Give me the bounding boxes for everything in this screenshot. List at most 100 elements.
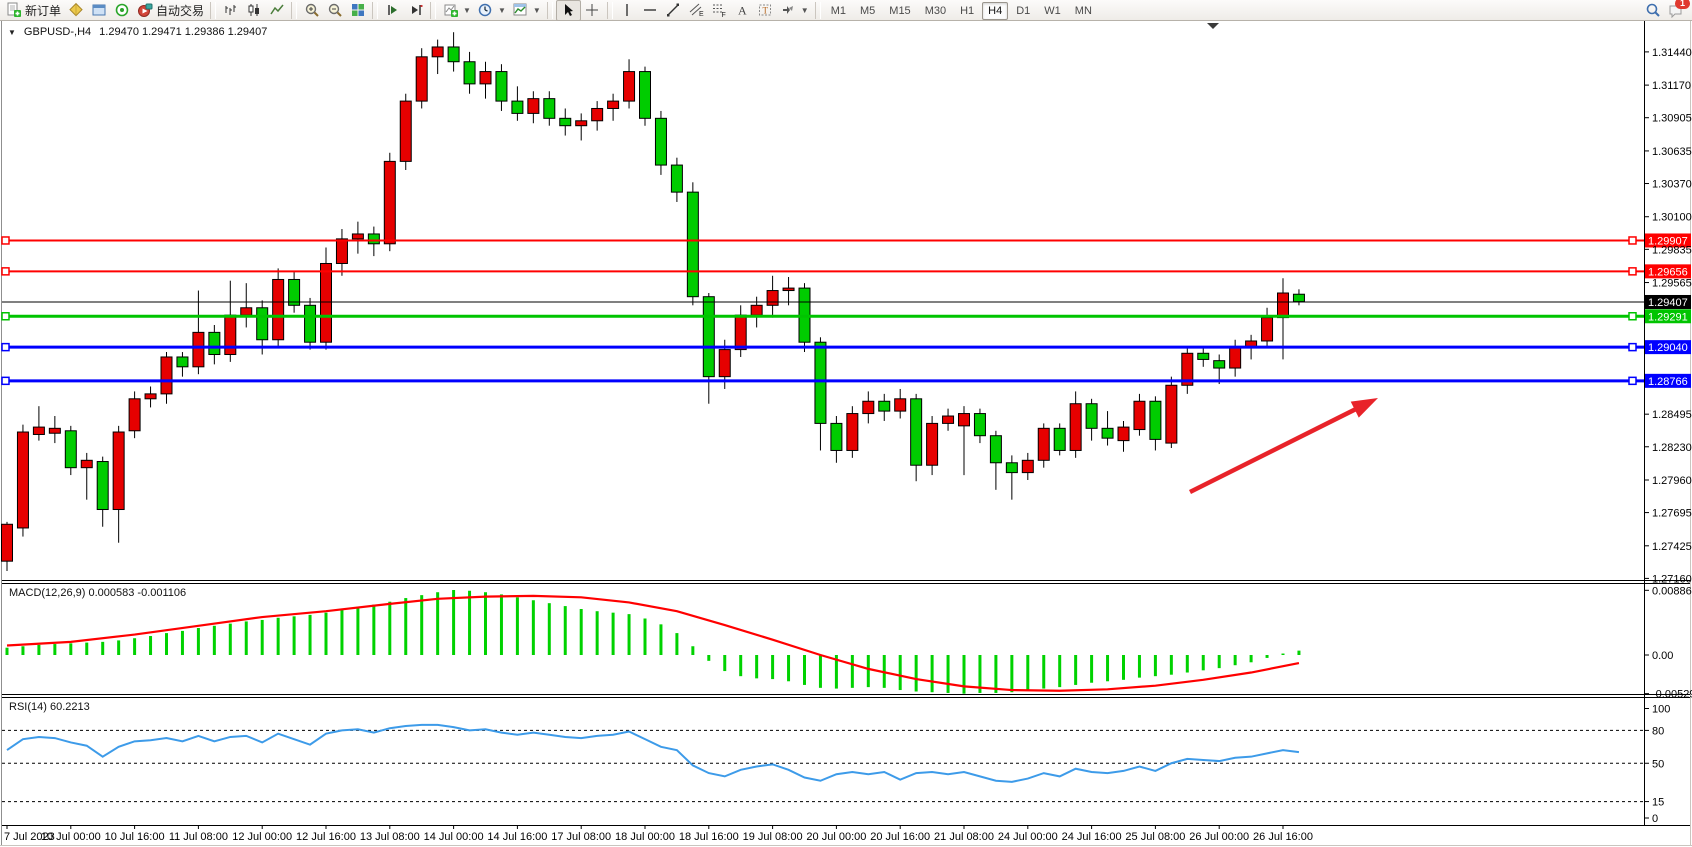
svg-text:1.28230: 1.28230 <box>1652 442 1692 454</box>
timeframe-button-H4[interactable]: H4 <box>982 2 1009 20</box>
timeframe-button-H1[interactable]: H1 <box>960 5 975 17</box>
text-icon: A <box>734 2 751 19</box>
periods-clock-icon <box>477 2 494 19</box>
toolbar-separator <box>430 1 437 19</box>
dropdown-caret-icon: ▼ <box>800 5 809 15</box>
svg-text:1.29040: 1.29040 <box>1648 342 1688 354</box>
cursor-tool-button[interactable] <box>555 0 581 21</box>
svg-text:80: 80 <box>1652 725 1664 737</box>
zoom-in-button[interactable] <box>300 1 323 20</box>
vertical-line-tool-button[interactable] <box>616 1 639 20</box>
autotrading-icon <box>136 2 153 19</box>
svg-text:1.29291: 1.29291 <box>1648 311 1688 323</box>
chart-shift-marker-icon[interactable] <box>1207 23 1219 29</box>
zoom-in-icon <box>303 2 320 19</box>
new-order-button[interactable]: 新订单 <box>2 1 64 20</box>
line-chart-button[interactable] <box>265 1 288 20</box>
svg-text:1.29656: 1.29656 <box>1648 266 1688 278</box>
svg-text:14 Jul 16:00: 14 Jul 16:00 <box>487 831 547 843</box>
svg-text:12 Jul 00:00: 12 Jul 00:00 <box>232 831 292 843</box>
line-chart-icon <box>268 2 285 19</box>
candlestick-chart-button[interactable] <box>242 1 265 20</box>
timeframe-button-D1[interactable]: D1 <box>1016 5 1031 17</box>
svg-text:1.31440: 1.31440 <box>1652 47 1692 59</box>
svg-text:0.00: 0.00 <box>1652 650 1673 662</box>
timeframe-button-M30[interactable]: M30 <box>924 5 947 17</box>
crosshair-tool-button[interactable] <box>581 1 604 20</box>
svg-text:1.27695: 1.27695 <box>1652 508 1692 520</box>
svg-text:20 Jul 00:00: 20 Jul 00:00 <box>806 831 866 843</box>
chart-area: 1.29907 1.29656 1.29407 1.29291 1.29040 1.287… <box>0 21 1692 847</box>
price-flag-1.29907 <box>1645 233 1691 248</box>
zoom-out-button[interactable] <box>323 1 346 20</box>
fibonacci-tool-button[interactable]: F <box>708 1 731 20</box>
autotrading-label: 自动交易 <box>156 3 205 18</box>
pane-borders <box>0 21 1692 846</box>
timeframe-button-W1[interactable]: W1 <box>1044 5 1061 17</box>
dropdown-caret-icon: ▼ <box>532 5 541 15</box>
autotrading-button[interactable]: 自动交易 <box>133 1 207 20</box>
crosshair-icon <box>584 2 601 19</box>
svg-text:1.30635: 1.30635 <box>1652 146 1692 158</box>
trendline-tool-button[interactable] <box>662 1 685 20</box>
rsi-pane <box>2 723 1644 803</box>
price-flag-1.29656 <box>1645 264 1691 279</box>
svg-text:17 Jul 08:00: 17 Jul 08:00 <box>551 831 611 843</box>
bar-chart-button[interactable] <box>219 1 242 20</box>
search-icon[interactable] <box>1644 2 1661 19</box>
add-indicator-button[interactable]: ▼ <box>439 1 474 20</box>
svg-text:15: 15 <box>1652 797 1664 809</box>
equidistant-channel-tool-button[interactable]: E <box>685 1 708 20</box>
candlestick-chart-icon <box>245 2 262 19</box>
svg-text:20 Jul 16:00: 20 Jul 16:00 <box>870 831 930 843</box>
svg-text:24 Jul 16:00: 24 Jul 16:00 <box>1062 831 1122 843</box>
chart-shift-icon <box>407 2 424 19</box>
auto-scroll-button[interactable] <box>381 1 404 20</box>
svg-text:10 Jul 16:00: 10 Jul 16:00 <box>105 831 165 843</box>
svg-text:100: 100 <box>1652 704 1670 716</box>
timeframe-button-M5[interactable]: M5 <box>860 5 876 17</box>
svg-text:1.28495: 1.28495 <box>1652 409 1692 421</box>
text-tool-button[interactable]: A <box>731 1 754 20</box>
equidistant-channel-icon: E <box>688 2 705 19</box>
tile-windows-button[interactable] <box>346 1 369 20</box>
macd-pane <box>5 590 1301 694</box>
notifications-chat-icon[interactable]: 1 <box>1667 0 1690 19</box>
market-watch-button[interactable] <box>64 1 87 20</box>
new-order-label: 新订单 <box>25 3 62 18</box>
svg-text:1.27425: 1.27425 <box>1652 541 1692 553</box>
svg-text:11 Jul 08:00: 11 Jul 08:00 <box>169 831 228 843</box>
market-watch-icon <box>67 2 84 19</box>
timeframe-button-M15[interactable]: M15 <box>889 5 911 17</box>
svg-text:26 Jul 00:00: 26 Jul 00:00 <box>1189 831 1249 843</box>
svg-text:24 Jul 00:00: 24 Jul 00:00 <box>998 831 1058 843</box>
timeframe-button-MN[interactable]: MN <box>1074 5 1092 17</box>
toolbar-separator <box>546 1 553 19</box>
svg-text:10 Jul 00:00: 10 Jul 00:00 <box>41 831 101 843</box>
templates-button[interactable]: ▼ <box>509 1 544 20</box>
arrows-tool-button[interactable]: ▼ <box>777 1 812 20</box>
timeframe-button-M1[interactable]: M1 <box>830 5 846 17</box>
chart-canvas[interactable]: 1.29907 1.29656 1.29407 1.29291 1.29040 1.287… <box>0 21 1692 847</box>
svg-text:26 Jul 16:00: 26 Jul 16:00 <box>1253 831 1313 843</box>
svg-text:1.29907: 1.29907 <box>1648 235 1688 247</box>
svg-text:1.30905: 1.30905 <box>1652 113 1692 125</box>
svg-text:1.28766: 1.28766 <box>1648 376 1688 388</box>
svg-text:0: 0 <box>1652 813 1658 825</box>
toolbar-separator <box>606 1 613 19</box>
data-window-button[interactable] <box>87 1 110 20</box>
horizontal-line-tool-button[interactable] <box>639 1 662 20</box>
new-order-icon <box>5 2 22 19</box>
periods-button[interactable]: ▼ <box>474 1 509 20</box>
chart-shift-button[interactable] <box>404 1 427 20</box>
add-indicator-icon <box>442 2 459 19</box>
price-axis: 1.31440 1.31170 1.30905 1.30635 1.30370 1.301… <box>1644 47 1692 825</box>
signals-button[interactable] <box>110 1 133 20</box>
horizontal-line-icon <box>642 2 659 19</box>
svg-text:1.30370: 1.30370 <box>1652 179 1692 191</box>
svg-text:T: T <box>763 6 769 16</box>
svg-text:1.29835: 1.29835 <box>1652 244 1692 256</box>
text-label-tool-button[interactable]: T <box>754 1 777 20</box>
horizontal-lines: 1.29907 1.29656 1.29407 1.29291 1.29040 1.287… <box>1 233 1691 388</box>
svg-text:1.27160: 1.27160 <box>1652 573 1692 585</box>
